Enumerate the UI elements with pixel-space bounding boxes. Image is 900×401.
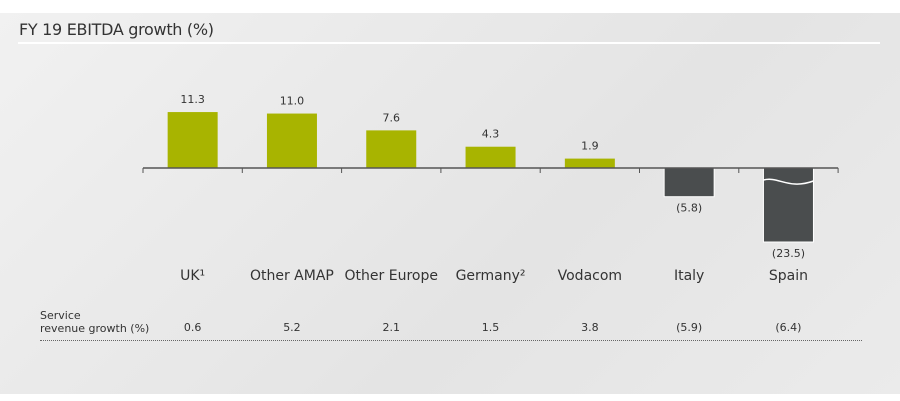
title-divider [18, 42, 880, 44]
service-revenue-value: 1.5 [481, 321, 500, 334]
data-label: 1.9 [581, 140, 599, 153]
service-revenue-value: 2.1 [382, 321, 401, 334]
chart-panel [0, 13, 900, 394]
axis-break-icon [763, 178, 814, 185]
category-label: Other Europe [344, 268, 438, 284]
service-revenue-value: 5.2 [283, 321, 301, 334]
data-label: (23.5) [772, 247, 805, 260]
bar [663, 167, 715, 198]
category-label: Vodacom [557, 268, 623, 284]
service-revenue-label-line1: Service [40, 309, 81, 322]
service-revenue-label-line2: revenue growth (%) [40, 322, 150, 335]
chart-title: FY 19 EBITDA growth (%) [19, 20, 214, 39]
category-label: Italy [673, 268, 705, 284]
bar [266, 113, 317, 168]
data-label: (5.8) [676, 202, 702, 215]
service-revenue-value: (5.9) [676, 321, 703, 334]
service-revenue-divider [40, 340, 862, 341]
data-label: 11.3 [180, 93, 205, 106]
data-label: 11.0 [280, 95, 305, 108]
bar [366, 130, 417, 168]
category-label: Germany² [455, 268, 526, 284]
bar [465, 146, 516, 168]
service-revenue-value: 0.6 [183, 321, 202, 334]
category-label: Other AMAP [249, 268, 334, 284]
bar [564, 158, 615, 168]
data-label: 7.6 [383, 111, 401, 124]
bar [167, 112, 218, 168]
category-label: UK¹ [180, 268, 206, 284]
service-revenue-value: 3.8 [581, 321, 599, 334]
service-revenue-value: (6.4) [775, 321, 802, 334]
data-label: 4.3 [482, 128, 500, 141]
category-label: Spain [768, 268, 808, 284]
